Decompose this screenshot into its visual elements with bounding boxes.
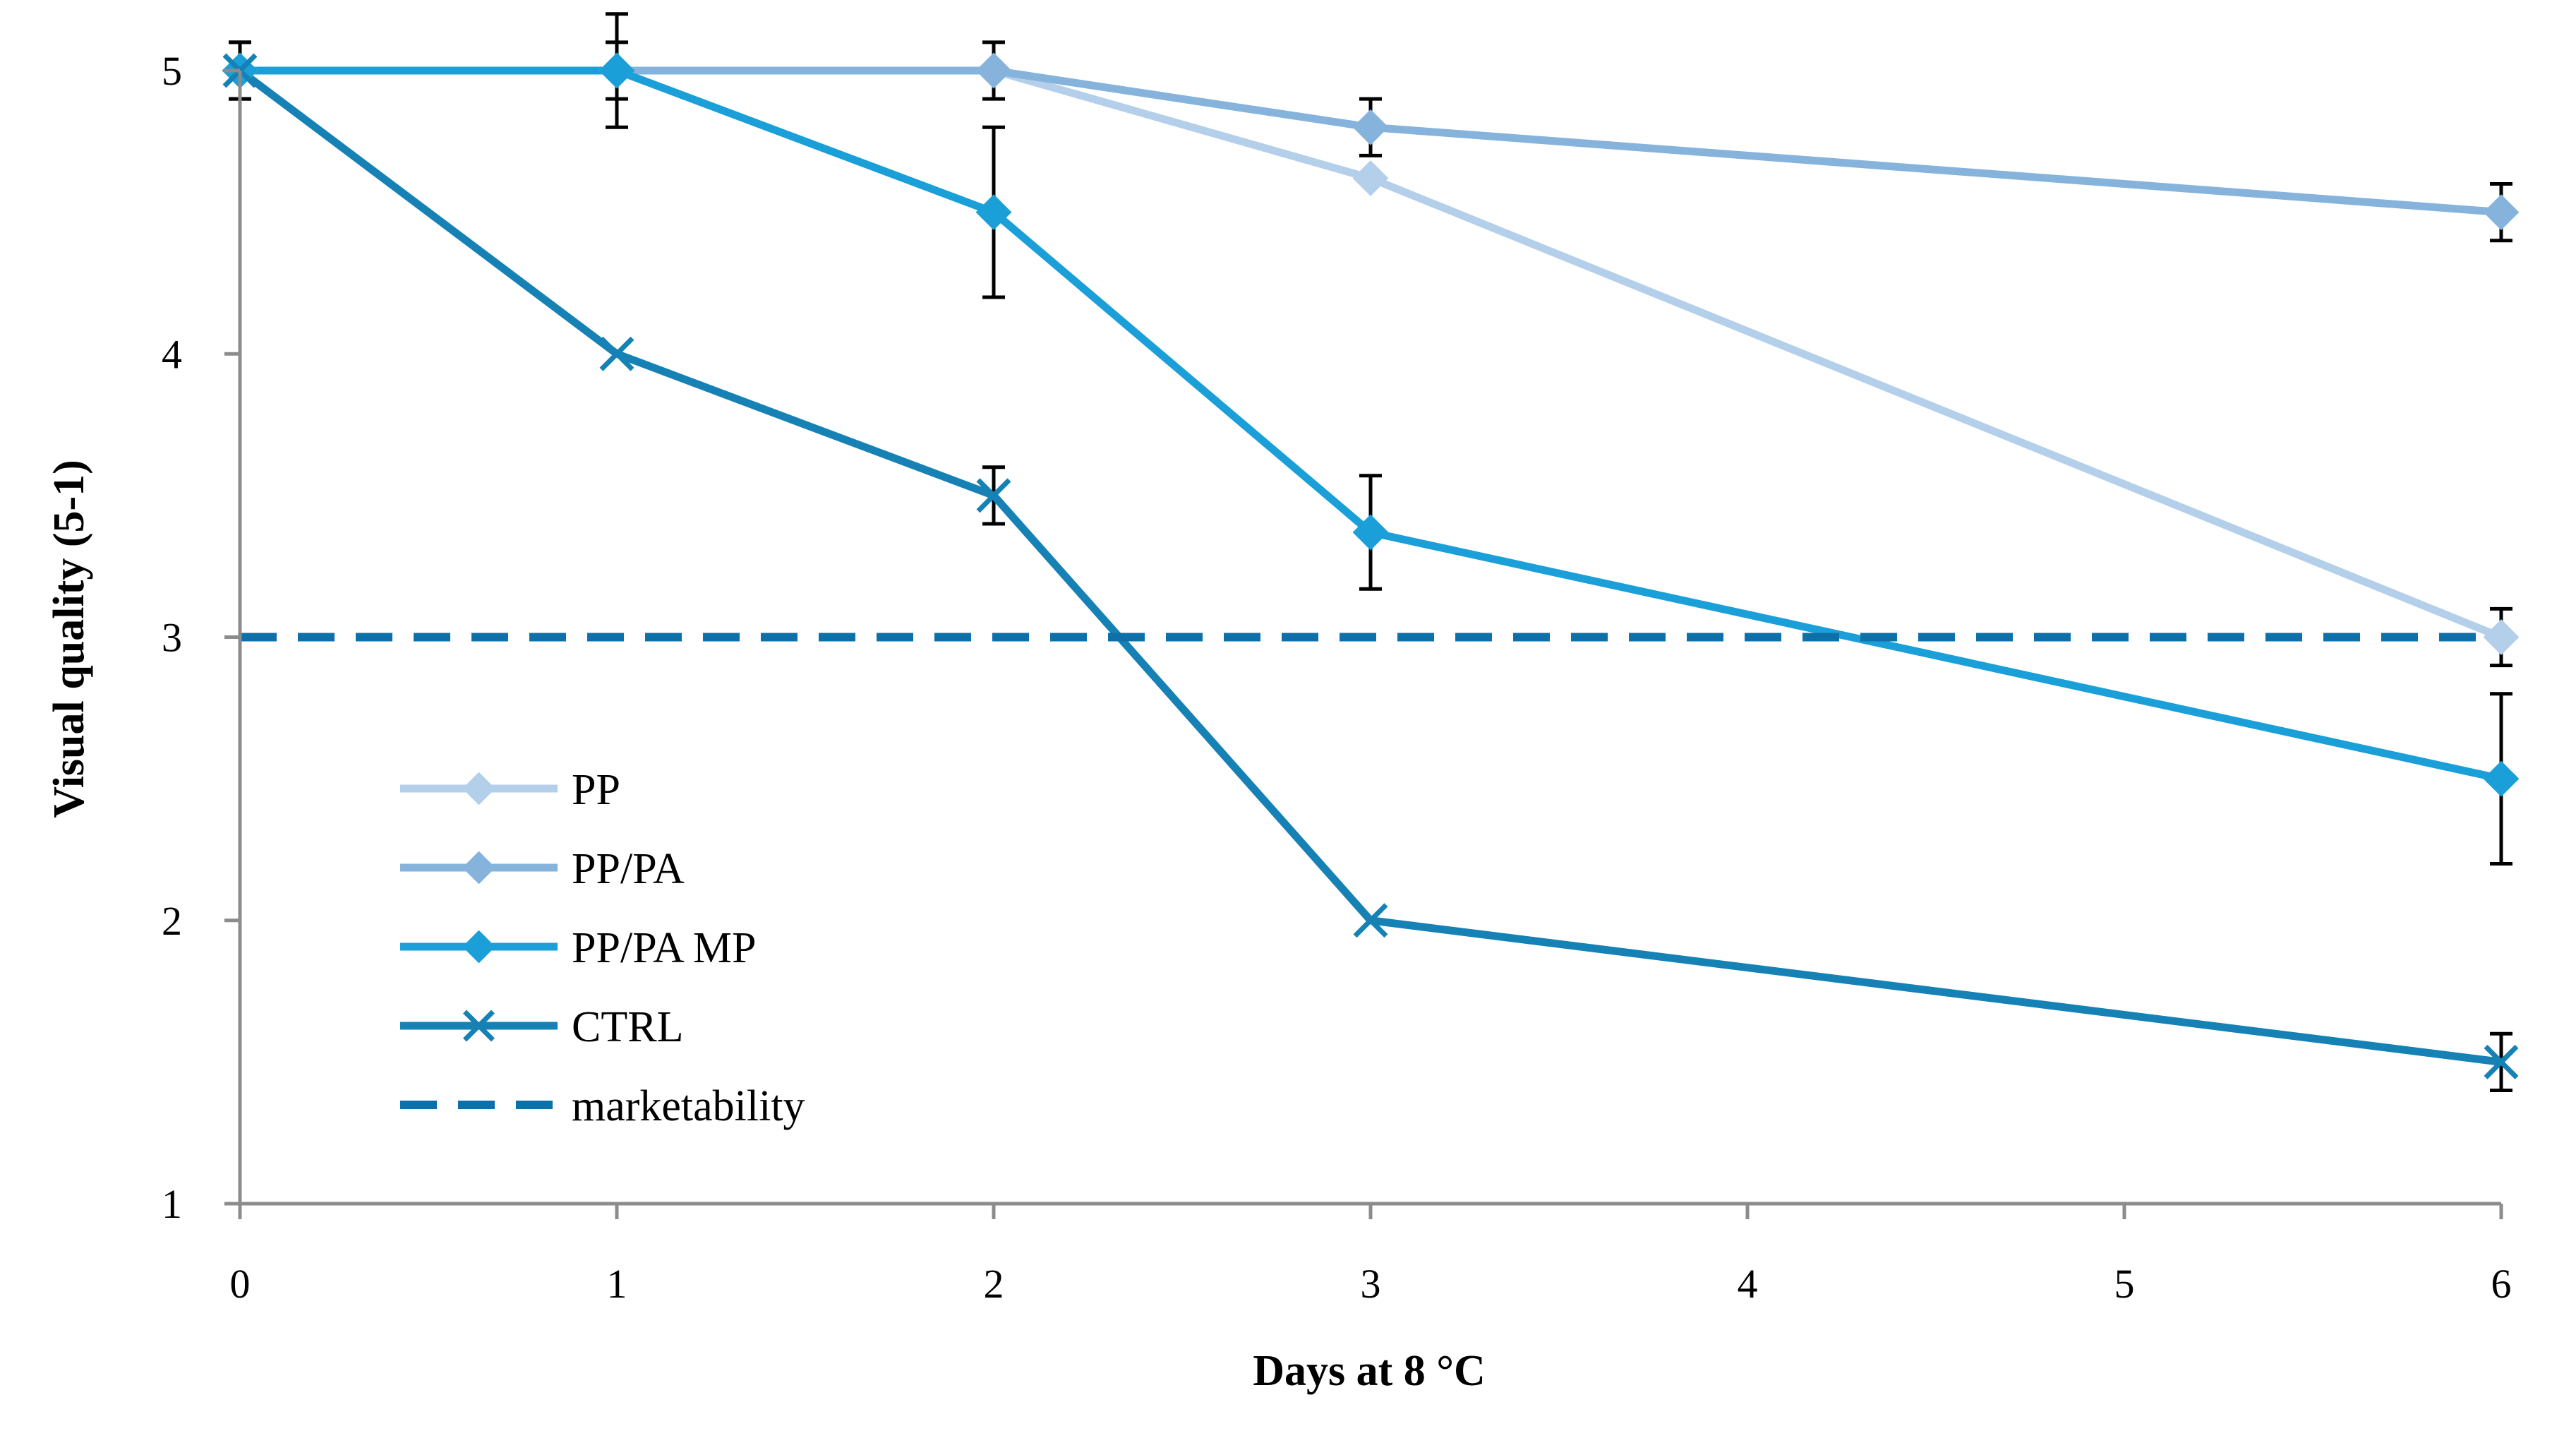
legend-marker <box>462 851 495 885</box>
data-point-marker <box>975 194 1012 231</box>
x-tick-label: 4 <box>1738 1261 1758 1307</box>
data-point-marker <box>599 336 634 371</box>
series-markers <box>222 52 2520 1079</box>
data-point-marker <box>975 52 1012 89</box>
x-tick-label: 6 <box>2491 1261 2512 1307</box>
legend-item: marketability <box>400 1082 805 1130</box>
y-tick-label: 2 <box>162 898 182 944</box>
axis-ticks <box>224 68 2503 1219</box>
tick-labels: 0 1 2 3 4 5 6 1 2 3 4 5 <box>162 48 2512 1307</box>
y-tick-label: 5 <box>162 48 182 94</box>
data-point-marker <box>2483 194 2520 231</box>
legend: PP PP/PA PP/PA MP CTRL marketability <box>400 766 805 1130</box>
data-point-marker <box>1353 903 1388 938</box>
legend-item: CTRL <box>400 1003 683 1051</box>
data-point-marker <box>2484 1044 2519 1079</box>
data-point-marker <box>976 478 1011 513</box>
data-point-marker <box>598 52 635 89</box>
y-tick-label: 4 <box>162 331 182 377</box>
data-point-marker <box>2483 760 2520 797</box>
legend-label: CTRL <box>572 1003 683 1051</box>
x-tick-label: 2 <box>984 1261 1004 1307</box>
x-axis-title: Days at 8 °C <box>1253 1347 1486 1395</box>
legend-marker <box>462 772 495 806</box>
legend-item: PP <box>400 766 620 814</box>
legend-label: marketability <box>572 1082 805 1130</box>
data-point-marker <box>1352 160 1389 196</box>
legend-item: PP/PA <box>400 845 685 893</box>
legend-label: PP <box>572 766 620 814</box>
y-axis-title: Visual quality (5-1) <box>45 460 93 818</box>
legend-marker <box>462 930 495 964</box>
legend-item: PP/PA MP <box>400 924 756 972</box>
data-point-marker <box>2483 619 2520 655</box>
x-tick-label: 3 <box>1361 1261 1381 1307</box>
y-tick-label: 1 <box>162 1181 182 1227</box>
x-tick-label: 5 <box>2114 1261 2135 1307</box>
legend-label: PP/PA <box>572 845 685 893</box>
legend-marker <box>463 1010 495 1042</box>
y-tick-label: 3 <box>162 615 182 661</box>
legend-label: PP/PA MP <box>572 924 756 972</box>
x-tick-label: 0 <box>230 1261 251 1307</box>
data-point-marker <box>1352 514 1389 551</box>
data-point-marker <box>1352 109 1389 145</box>
x-tick-label: 1 <box>607 1261 627 1307</box>
